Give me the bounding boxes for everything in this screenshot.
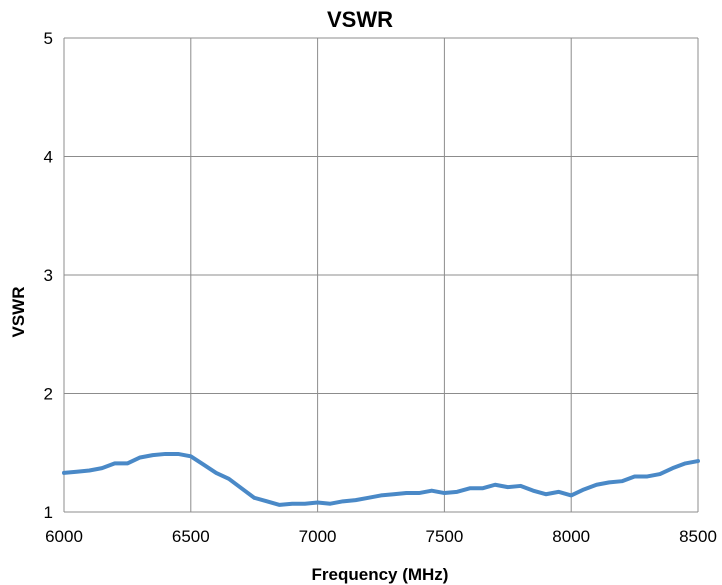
y-tick-label: 4 [44,148,53,167]
y-tick-label: 3 [44,266,53,285]
vswr-series-line [62,451,700,507]
y-tick-label: 1 [44,503,53,522]
y-tick-label: 5 [44,29,53,48]
x-axis-title: Frequency (MHz) [312,565,449,584]
y-axis-title: VSWR [9,287,28,338]
series-layer [62,451,700,507]
x-tick-label: 7500 [425,527,463,546]
tick-labels: 1 2 3 4 5 6000 6500 7000 7500 8000 8500 [44,29,717,546]
x-tick-label: 6000 [45,527,83,546]
x-tick-label: 8500 [679,527,717,546]
x-tick-label: 7000 [299,527,337,546]
grid-lines [63,37,699,513]
x-tick-label: 6500 [172,527,210,546]
y-tick-label: 2 [44,385,53,404]
chart-title: VSWR [327,7,393,32]
x-tick-label: 8000 [552,527,590,546]
